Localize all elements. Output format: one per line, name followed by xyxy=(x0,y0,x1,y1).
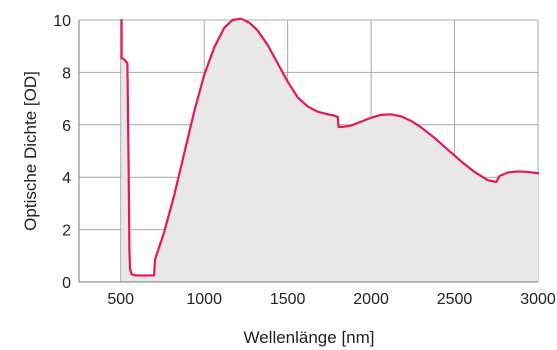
x-axis-title: Wellenlänge [nm] xyxy=(243,328,374,347)
y-axis-title: Optische Dichte [OD] xyxy=(21,71,40,231)
x-axis: 500 1000 1500 2000 2500 3000 xyxy=(107,291,556,308)
plot-frame xyxy=(78,20,538,283)
x-tick-label: 1000 xyxy=(186,291,222,308)
area-fill-under-curve xyxy=(121,18,538,282)
y-tick-label: 10 xyxy=(53,13,71,30)
y-axis: 0 2 4 6 8 10 xyxy=(53,13,71,292)
y-tick-label: 2 xyxy=(62,223,71,240)
x-tick-label: 2500 xyxy=(437,291,473,308)
x-tick-label: 2000 xyxy=(353,291,389,308)
y-tick-label: 8 xyxy=(62,65,71,82)
x-tick-label: 1500 xyxy=(270,291,306,308)
x-tick-label: 500 xyxy=(107,291,134,308)
y-tick-label: 4 xyxy=(62,170,71,187)
x-tick-label: 3000 xyxy=(520,291,556,308)
y-tick-label: 0 xyxy=(62,275,71,292)
y-tick-label: 6 xyxy=(62,118,71,135)
optical-density-curve xyxy=(120,17,540,277)
